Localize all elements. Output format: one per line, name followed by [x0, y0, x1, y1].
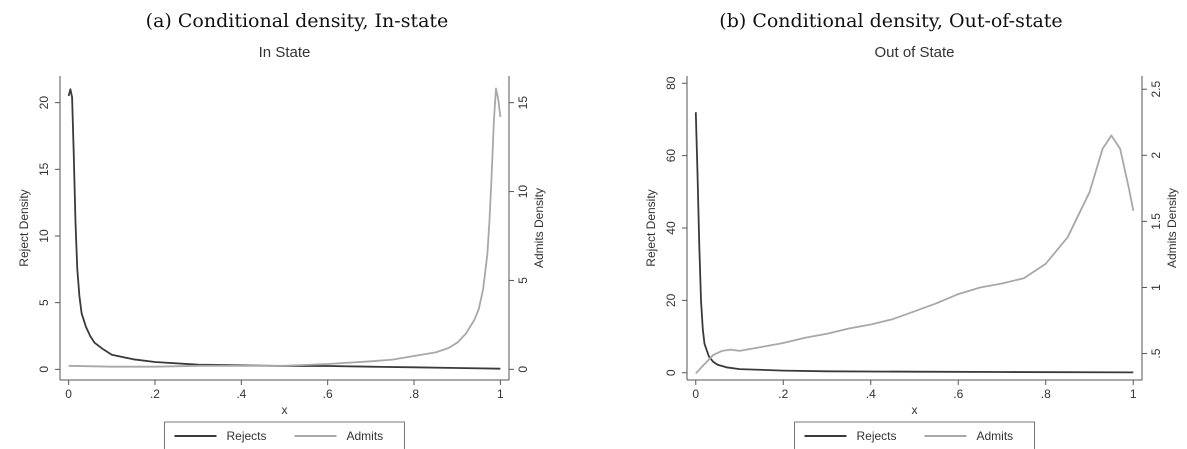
series-line-rejects	[67, 88, 501, 370]
y-right-tick-label: 2	[1149, 152, 1163, 159]
x-tick-label: .6	[953, 387, 963, 401]
chart-out-of-state: Out of State 0 .2 .4 .6 .8 1 0 20 40 60 80 .5 1 1.5 2 2.…	[644, 44, 1179, 449]
series-line-admits	[695, 134, 1135, 375]
y-left-tick-label: 20	[664, 293, 678, 307]
x-axis-label: x	[282, 403, 288, 417]
panel-in-state: (a) Conditional density, In-state In Sta…	[17, 10, 546, 449]
y-right-axis-label: Admits Density	[532, 188, 546, 268]
y-left-axis-label: Reject Density	[644, 189, 658, 266]
series-line-rejects	[694, 112, 1134, 374]
y-right-tick-label: 10	[516, 185, 530, 199]
x-tick-label: 1	[1130, 387, 1137, 401]
x-tick-label: .8	[1041, 387, 1051, 401]
x-tick-label: .4	[866, 387, 876, 401]
y-right-tick-label: 5	[516, 277, 530, 284]
x-axis-label: x	[912, 403, 918, 417]
x-tick-label: 1	[497, 387, 504, 401]
y-left-tick-label: 80	[664, 76, 678, 90]
panel-caption: (a) Conditional density, In-state	[145, 10, 449, 32]
chart-title: In State	[259, 44, 311, 61]
y-left-axis-label: Reject Density	[17, 189, 31, 266]
panel-out-of-state: (b) Conditional density, Out-of-state Ou…	[594, 0, 1187, 449]
x-tick-label: .6	[323, 387, 333, 401]
y-left-tick-label: 60	[664, 149, 678, 163]
y-right-tick-label: .5	[1149, 348, 1163, 358]
x-tick-label: .4	[236, 387, 246, 401]
legend-label-admits: Admits	[347, 429, 384, 443]
y-right-tick-label: 2.5	[1149, 81, 1163, 98]
y-left-tick-label: 40	[664, 221, 678, 235]
panel-caption: (b) Conditional density, Out-of-state	[719, 10, 1063, 32]
y-left-tick-label: 20	[37, 96, 51, 110]
chart-title: Out of State	[874, 44, 954, 61]
y-right-tick-label: 0	[516, 366, 530, 373]
x-tick-label: 0	[65, 387, 72, 401]
y-right-tick-label: 15	[516, 96, 530, 110]
y-right-tick-label: 1.5	[1149, 213, 1163, 230]
y-right-axis-label: Admits Density	[1165, 188, 1179, 268]
legend-label-rejects: Rejects	[857, 429, 897, 443]
x-tick-label: .8	[409, 387, 419, 401]
series-line-admits	[68, 87, 502, 368]
x-tick-label: .2	[150, 387, 160, 401]
legend-label-rejects: Rejects	[227, 429, 267, 443]
y-left-tick-label: 0	[664, 369, 678, 376]
legend-label-admits: Admits	[977, 429, 1014, 443]
y-left-tick-label: 15	[37, 162, 51, 176]
y-left-tick-label: 5	[37, 299, 51, 306]
x-tick-label: 0	[692, 387, 699, 401]
y-left-tick-label: 10	[37, 229, 51, 243]
y-right-tick-label: 1	[1149, 284, 1163, 291]
y-left-tick-label: 0	[37, 366, 51, 373]
x-tick-label: .2	[778, 387, 788, 401]
